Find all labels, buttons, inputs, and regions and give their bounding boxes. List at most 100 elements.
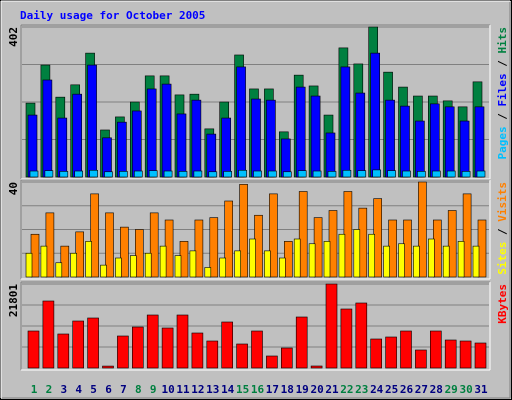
- bar: [206, 133, 217, 178]
- bar: [368, 233, 376, 278]
- bar: [44, 170, 54, 178]
- x-tick-label: 28: [430, 383, 443, 396]
- bar: [459, 340, 472, 369]
- bar: [340, 308, 353, 369]
- bar: [385, 336, 397, 369]
- x-tick-label: 9: [150, 383, 157, 396]
- x-tick-label: 2: [46, 383, 53, 396]
- bar: [280, 347, 293, 369]
- bar: [117, 335, 129, 369]
- bar: [132, 110, 142, 178]
- bar: [472, 245, 480, 278]
- bar: [251, 330, 263, 369]
- bar: [72, 93, 82, 178]
- bar: [191, 99, 202, 178]
- bar: [442, 245, 450, 278]
- x-tick-label: 15: [236, 383, 249, 396]
- bar: [191, 332, 204, 369]
- x-tick-label: 1: [31, 383, 38, 396]
- y-tick-label: 402: [7, 27, 20, 47]
- bar: [85, 241, 92, 278]
- bar: [264, 250, 271, 278]
- bar: [57, 333, 70, 369]
- bar: [206, 340, 219, 369]
- bar: [383, 245, 390, 278]
- bar: [327, 171, 337, 178]
- bar: [104, 171, 113, 178]
- bar: [476, 170, 486, 178]
- bar: [295, 316, 308, 369]
- bar: [163, 170, 173, 178]
- legend-entry: Pages: [496, 126, 509, 159]
- bar: [189, 250, 197, 278]
- bar: [60, 245, 70, 278]
- bar: [415, 120, 425, 178]
- bar: [72, 320, 84, 369]
- bar: [57, 117, 68, 178]
- bar: [446, 170, 456, 178]
- y-tick-label: 21801: [7, 284, 20, 317]
- x-tick-label: 17: [266, 383, 279, 396]
- bar: [178, 171, 188, 178]
- bar: [55, 262, 63, 278]
- bar: [25, 252, 33, 278]
- bar: [310, 365, 323, 369]
- x-tick-label: 11: [176, 383, 190, 396]
- bar: [208, 171, 218, 178]
- bar: [119, 171, 128, 178]
- bar: [474, 342, 487, 369]
- bar: [219, 257, 226, 278]
- bar: [159, 245, 167, 278]
- bar: [89, 169, 98, 178]
- bar: [427, 238, 435, 278]
- x-tick-label: 4: [75, 383, 82, 396]
- bar: [417, 171, 426, 178]
- bar: [161, 327, 174, 369]
- bar: [149, 212, 159, 278]
- bar: [444, 339, 457, 369]
- x-tick-label: 29: [445, 383, 458, 396]
- x-tick-label: 22: [340, 383, 353, 396]
- bar: [90, 193, 99, 278]
- bar: [40, 245, 48, 278]
- bar: [238, 169, 247, 178]
- legend-entry: Files: [496, 73, 509, 106]
- bar: [462, 193, 472, 278]
- x-tick-label: 8: [135, 383, 142, 396]
- bar: [400, 105, 410, 178]
- bar: [115, 257, 122, 278]
- bar: [42, 79, 53, 178]
- bar: [87, 317, 99, 369]
- bar: [176, 314, 189, 369]
- legend-entry: KBytes: [496, 284, 509, 324]
- bar: [355, 92, 366, 178]
- legend-entry: Visits: [496, 182, 509, 222]
- bar: [282, 171, 292, 178]
- x-tick-label: 26: [400, 383, 414, 396]
- x-tick-label: 20: [310, 383, 323, 396]
- bar: [444, 106, 455, 178]
- bar: [148, 170, 158, 178]
- bar: [355, 302, 368, 369]
- bar: [239, 184, 248, 278]
- bar: [398, 243, 405, 278]
- y-tick-label: 40: [7, 182, 20, 195]
- x-tick-label: 27: [415, 383, 428, 396]
- bar: [45, 212, 55, 278]
- bar: [87, 64, 97, 178]
- bar: [312, 170, 322, 178]
- x-tick-label: 12: [191, 383, 204, 396]
- bar: [144, 252, 152, 278]
- bar: [457, 241, 465, 278]
- bar: [447, 210, 457, 278]
- bar: [385, 99, 395, 178]
- bar: [102, 137, 112, 178]
- bar: [342, 169, 352, 178]
- x-tick-label: 21: [325, 383, 339, 396]
- legend-separator: /: [496, 222, 509, 242]
- bar: [234, 250, 241, 278]
- x-tick-label: 30: [459, 383, 472, 396]
- bar: [134, 170, 143, 178]
- bar: [224, 200, 233, 278]
